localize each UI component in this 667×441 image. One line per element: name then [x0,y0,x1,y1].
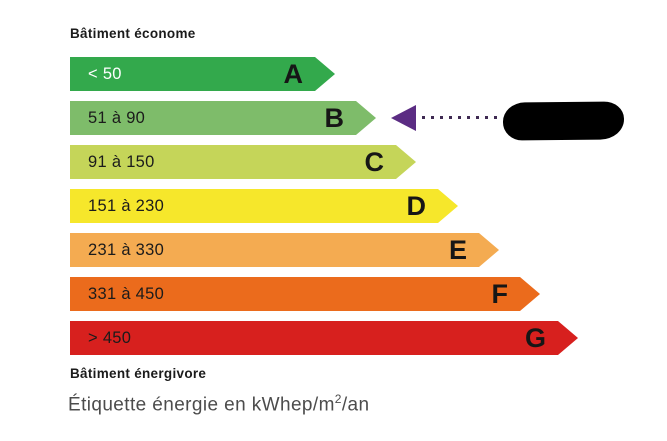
class-letter: G [524,322,546,353]
caption-prefix: Étiquette énergie en kWhep/m [68,394,335,416]
range-label: 331 à 450 [88,284,165,303]
energy-class-bar-g: > 450 G [70,321,578,355]
energy-class-bar-d: 151 à 230 D [70,189,458,223]
range-label: 91 à 150 [88,152,155,171]
left-arrow-icon [391,105,416,131]
caption: Étiquette énergie en kWhep/m2/an [68,392,370,416]
energy-class-bar-a: < 50 A [70,57,335,91]
class-letter: B [324,102,344,133]
range-label: 231 à 330 [88,240,165,259]
dotted-connector [422,116,500,119]
class-letter: C [364,146,384,177]
class-letter: F [491,278,508,309]
energy-class-bar-c: 91 à 150 C [70,145,416,179]
range-label: 51 à 90 [88,108,146,127]
caption-suffix: /an [341,394,370,416]
scale-bottom-label: Bâtiment énergivore [70,366,207,381]
range-label: < 50 [88,64,122,83]
energy-class-bar-b: 51 à 90 B [70,101,376,135]
caption-superscript: 2 [334,392,342,406]
range-label: 151 à 230 [88,196,165,215]
class-letter: A [283,58,303,89]
energy-class-bar-f: 331 à 450 F [70,277,540,311]
class-letter: D [406,190,426,221]
range-label: > 450 [88,328,132,347]
class-letter: E [448,234,467,265]
energy-class-bars: < 50 A 51 à 90 B 91 à 150 C 151 à 230 D … [70,57,578,365]
redacted-value [502,101,625,141]
scale-top-label: Bâtiment économe [70,26,196,41]
energy-class-bar-e: 231 à 330 E [70,233,499,267]
